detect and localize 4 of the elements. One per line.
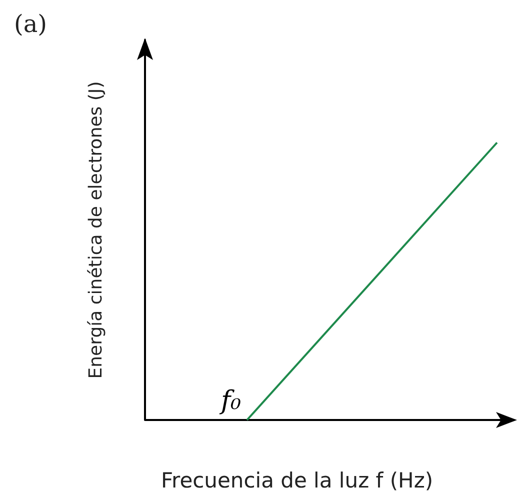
x-axis-title: Frecuencia de la luz f (Hz) bbox=[160, 468, 434, 492]
annotation: f₀ bbox=[218, 386, 242, 416]
text: (a) bbox=[14, 10, 48, 38]
y-axis-title: Energía cinética de electrones (J) bbox=[86, 81, 106, 379]
